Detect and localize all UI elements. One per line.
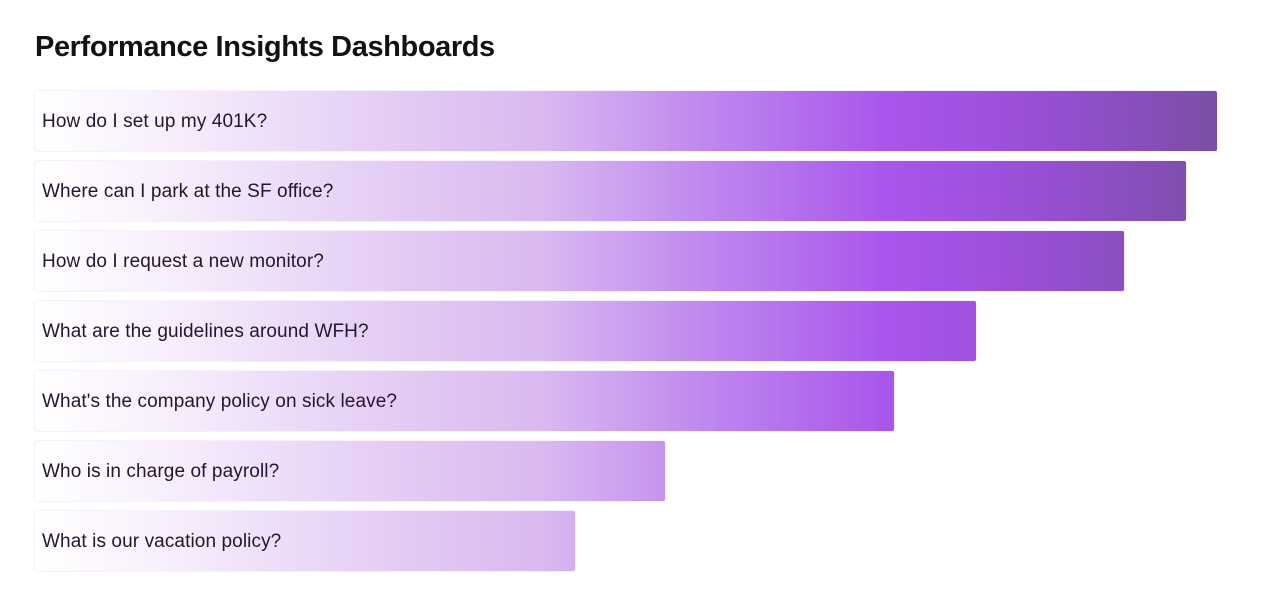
bar-chart: How do I set up my 401K? Where can I par… bbox=[35, 91, 1217, 571]
bar-label-payroll-owner: Who is in charge of payroll? bbox=[42, 460, 280, 482]
bar-wfh-guidelines[interactable]: What are the guidelines around WFH? bbox=[35, 301, 976, 361]
bar-401k-setup[interactable]: How do I set up my 401K? bbox=[35, 91, 1217, 151]
bar-label-request-monitor: How do I request a new monitor? bbox=[42, 250, 324, 272]
bar-payroll-owner[interactable]: Who is in charge of payroll? bbox=[35, 441, 665, 501]
bar-sick-leave-policy[interactable]: What's the company policy on sick leave? bbox=[35, 371, 895, 431]
page-title: Performance Insights Dashboards bbox=[35, 31, 495, 63]
bar-label-sick-leave-policy: What's the company policy on sick leave? bbox=[42, 390, 398, 412]
bar-vacation-policy[interactable]: What is our vacation policy? bbox=[35, 511, 576, 571]
bar-label-sf-office-parking: Where can I park at the SF office? bbox=[42, 180, 334, 202]
bar-request-monitor[interactable]: How do I request a new monitor? bbox=[35, 231, 1124, 291]
bar-sf-office-parking[interactable]: Where can I park at the SF office? bbox=[35, 161, 1187, 221]
bar-label-vacation-policy: What is our vacation policy? bbox=[42, 530, 282, 552]
performance-insights-dashboard: Performance Insights Dashboards How do I… bbox=[35, 31, 1217, 571]
bar-label-wfh-guidelines: What are the guidelines around WFH? bbox=[42, 320, 369, 342]
bar-label-401k-setup: How do I set up my 401K? bbox=[42, 110, 268, 132]
